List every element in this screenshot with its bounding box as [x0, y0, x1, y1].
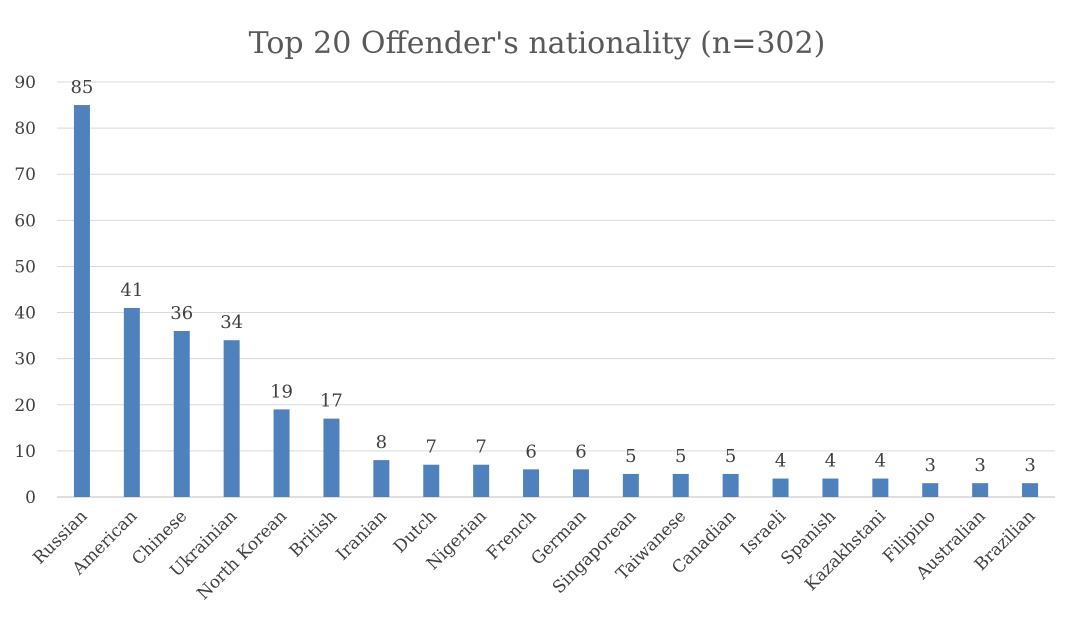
- x-tick-label: British: [286, 506, 341, 561]
- data-label: 4: [825, 451, 836, 472]
- bar: [373, 460, 390, 497]
- y-axis-ticks: 0 10 20 30 40 50 60 70 80 90: [14, 73, 36, 508]
- bar: [1022, 483, 1039, 497]
- data-label: 5: [625, 446, 636, 467]
- bar: [473, 464, 490, 497]
- y-tick-label: 30: [14, 350, 36, 370]
- data-label: 6: [525, 441, 536, 462]
- data-label: 36: [170, 303, 193, 324]
- data-label: 6: [575, 441, 586, 462]
- data-labels: 85 41 36 34 19 17 8 7 7 6 6 5 5 5 4 4 4 3 3 3: [70, 77, 1035, 476]
- bar: [173, 331, 190, 497]
- y-tick-label: 50: [14, 257, 36, 277]
- bars: [73, 105, 1039, 498]
- y-tick-label: 90: [14, 73, 36, 93]
- bar: [572, 469, 589, 497]
- y-tick-label: 20: [14, 396, 36, 416]
- y-tick-label: 40: [14, 304, 36, 324]
- gridlines: [57, 81, 1055, 498]
- data-label: 85: [70, 77, 93, 98]
- bar: [772, 478, 789, 497]
- data-label: 5: [675, 446, 686, 467]
- data-label: 3: [1024, 455, 1035, 476]
- bar: [73, 105, 90, 498]
- bar: [822, 478, 839, 497]
- bar: [323, 418, 340, 497]
- data-label: 17: [320, 391, 343, 412]
- x-tick-label: Iranian: [333, 506, 391, 564]
- bar: [523, 469, 540, 497]
- data-label: 4: [775, 451, 786, 472]
- chart-title: Top 20 Offender's nationality (n=302): [249, 26, 826, 61]
- y-tick-label: 10: [14, 442, 36, 462]
- data-label: 3: [974, 455, 985, 476]
- data-label: 41: [120, 280, 143, 301]
- data-label: 3: [925, 455, 936, 476]
- x-tick-label: North Korean: [193, 506, 291, 604]
- data-label: 7: [426, 437, 437, 458]
- data-label: 34: [220, 312, 243, 333]
- bar: [922, 483, 939, 497]
- data-label: 7: [475, 437, 486, 458]
- bar: [423, 464, 440, 497]
- y-tick-label: 60: [14, 211, 36, 231]
- bar: [722, 473, 739, 497]
- data-label: 5: [725, 446, 736, 467]
- bar: [972, 483, 989, 497]
- data-label: 4: [875, 451, 886, 472]
- bar: [273, 409, 290, 497]
- bar: [622, 473, 639, 497]
- bar: [123, 307, 140, 497]
- bar: [672, 473, 689, 497]
- bar: [223, 340, 240, 497]
- data-label: 19: [270, 381, 293, 402]
- y-tick-label: 70: [14, 165, 36, 185]
- data-label: 8: [376, 432, 387, 453]
- bar: [872, 478, 889, 497]
- y-tick-label: 80: [14, 119, 36, 139]
- y-tick-label: 0: [25, 488, 36, 508]
